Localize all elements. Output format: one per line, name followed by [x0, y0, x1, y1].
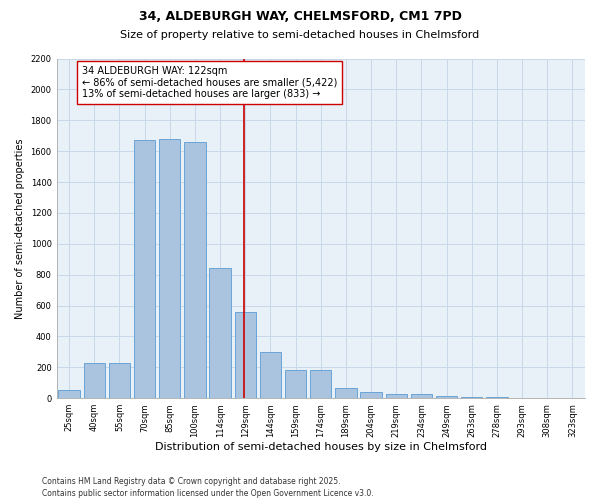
Bar	[159, 139, 181, 398]
Bar	[235, 312, 256, 398]
Bar	[361, 392, 382, 398]
Bar	[209, 268, 231, 398]
Bar	[436, 396, 457, 398]
X-axis label: Distribution of semi-detached houses by size in Chelmsford: Distribution of semi-detached houses by …	[155, 442, 487, 452]
Y-axis label: Number of semi-detached properties: Number of semi-detached properties	[15, 138, 25, 318]
Text: 34 ALDEBURGH WAY: 122sqm
← 86% of semi-detached houses are smaller (5,422)
13% o: 34 ALDEBURGH WAY: 122sqm ← 86% of semi-d…	[82, 66, 337, 100]
Bar	[386, 394, 407, 398]
Text: 34, ALDEBURGH WAY, CHELMSFORD, CM1 7PD: 34, ALDEBURGH WAY, CHELMSFORD, CM1 7PD	[139, 10, 461, 23]
Text: Contains HM Land Registry data © Crown copyright and database right 2025.
Contai: Contains HM Land Registry data © Crown c…	[42, 476, 374, 498]
Bar	[134, 140, 155, 398]
Bar	[285, 370, 307, 398]
Bar	[109, 364, 130, 398]
Text: Size of property relative to semi-detached houses in Chelmsford: Size of property relative to semi-detach…	[121, 30, 479, 40]
Bar	[260, 352, 281, 398]
Bar	[58, 390, 80, 398]
Bar	[461, 396, 482, 398]
Bar	[83, 364, 105, 398]
Bar	[411, 394, 432, 398]
Bar	[184, 142, 206, 398]
Bar	[310, 370, 331, 398]
Bar	[335, 388, 356, 398]
